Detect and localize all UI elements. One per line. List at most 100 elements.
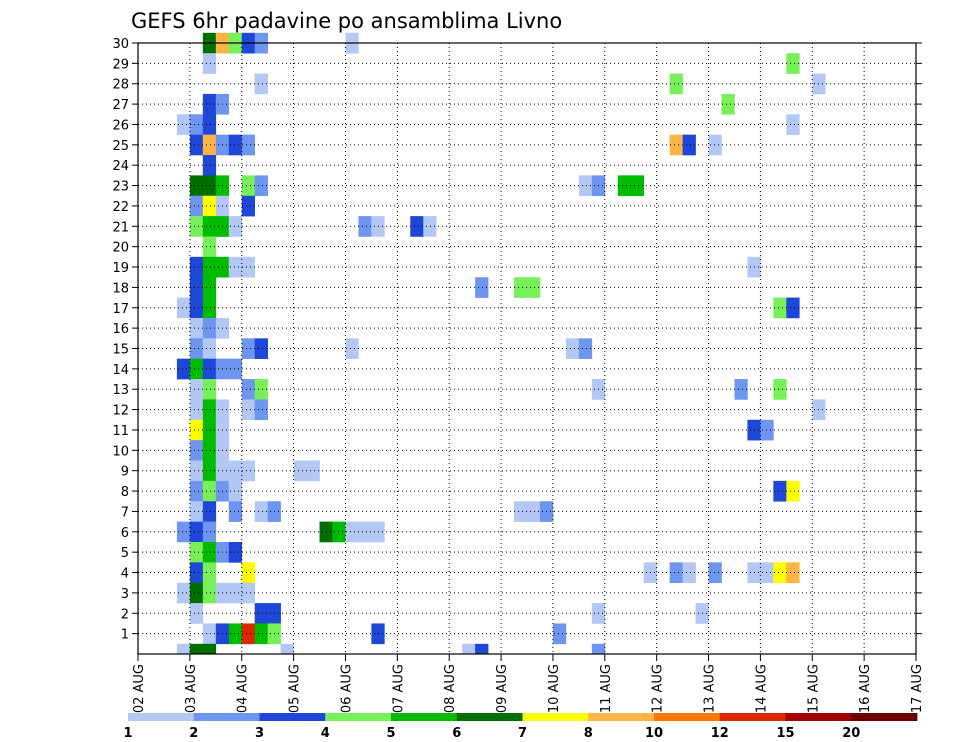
heatmap-cell (228, 134, 243, 156)
heatmap-cell (228, 501, 243, 522)
y-tick-label: 24 (112, 159, 129, 174)
colorbar-label: 1 (123, 726, 132, 741)
heatmap-cell (682, 562, 696, 584)
colorbar-swatch (719, 713, 786, 721)
heatmap-cell (202, 399, 217, 421)
heatmap-cell (202, 419, 217, 441)
y-tick-label: 12 (112, 404, 129, 419)
heatmap-cell (254, 623, 268, 645)
heatmap-cell (475, 277, 489, 298)
heatmap-cell (189, 134, 204, 156)
y-tick-label: 5 (121, 546, 129, 561)
heatmap-cell (176, 358, 191, 380)
heatmap-cell (254, 379, 268, 400)
heatmap-cell (202, 521, 217, 543)
heatmap-cell (189, 480, 204, 502)
heatmap-cell (189, 379, 204, 400)
heatmap-cell (241, 399, 255, 421)
heatmap-cell (786, 114, 800, 135)
heatmap-cell (345, 521, 359, 543)
heatmap-cell (630, 175, 644, 197)
grid-lines (138, 43, 916, 654)
heatmap-cell (202, 541, 217, 563)
heatmap-cell (773, 480, 787, 502)
colorbar-swatch (785, 713, 852, 721)
heatmap-cell (527, 277, 541, 298)
y-tick-label: 27 (112, 98, 129, 113)
heatmap-cell (202, 501, 217, 522)
heatmap-cell (786, 480, 800, 502)
heatmap-cell (306, 460, 320, 482)
heatmap-cell (189, 460, 204, 482)
y-tick-label: 25 (112, 139, 129, 154)
heatmap-cell (189, 582, 204, 604)
heatmap-cell (202, 460, 217, 482)
heatmap-cell (228, 623, 243, 645)
heatmap-cell (241, 338, 255, 359)
heatmap-cell (202, 256, 217, 278)
heatmap-cell (202, 155, 217, 176)
heatmap-cell (786, 562, 800, 584)
y-tick-label: 10 (112, 444, 129, 459)
heatmap-cell (617, 175, 632, 197)
heatmap-cell (358, 216, 372, 237)
heatmap-cell (176, 521, 191, 543)
heatmap-cell (565, 338, 580, 359)
colorbar-swatch (456, 713, 523, 721)
heatmap-cell (527, 501, 541, 522)
y-tick-label: 20 (112, 241, 129, 256)
heatmap-cell (591, 643, 606, 655)
heatmap-cell (552, 623, 567, 645)
heatmap-cell (189, 216, 204, 237)
heatmap-cell (189, 440, 204, 461)
heatmap-cell (241, 582, 255, 604)
heatmap-cell (202, 338, 217, 359)
y-tick-label: 18 (112, 281, 129, 296)
heatmap-cell (176, 643, 191, 655)
y-tick-label: 15 (112, 343, 129, 358)
heatmap-cell (721, 93, 735, 115)
heatmap-cell (462, 643, 476, 655)
y-tick-label: 2 (121, 607, 129, 622)
colorbar-label: 20 (842, 726, 860, 741)
axes: 1234567891011121314151617181920212223242… (112, 37, 925, 713)
heatmap-cell (189, 195, 204, 217)
heatmap-cell (202, 216, 217, 237)
heatmap-cell (345, 338, 359, 359)
y-tick-label: 29 (112, 57, 129, 72)
x-tick-label: 06 AUG (339, 664, 354, 713)
x-tick-label: 09 AUG (495, 664, 510, 713)
colorbar-swatch (654, 713, 721, 721)
heatmap-cell (202, 582, 217, 604)
heatmap-cell (202, 277, 217, 298)
heatmap-cell (228, 541, 243, 563)
y-tick-label: 6 (121, 526, 129, 541)
y-tick-label: 26 (112, 118, 129, 133)
heatmap-cell (189, 358, 204, 380)
y-tick-label: 9 (121, 465, 129, 480)
colorbar-label: 2 (189, 726, 198, 741)
heatmap-cell (669, 134, 683, 156)
heatmap-cell (254, 338, 268, 359)
heatmap-cell (228, 480, 243, 502)
colorbar-label: 10 (645, 726, 663, 741)
x-tick-label: 04 AUG (236, 664, 251, 713)
heatmap-cell (202, 562, 217, 584)
heatmap-cell (475, 643, 489, 655)
heatmap-cell (176, 297, 191, 319)
x-tick-label: 14 AUG (754, 664, 769, 713)
colorbar-swatch (391, 713, 458, 721)
colorbar-swatch (259, 713, 326, 721)
y-tick-label: 28 (112, 78, 129, 93)
heatmap-cell (241, 623, 255, 645)
heatmap-cell (514, 277, 528, 298)
heatmap-cell (228, 216, 243, 237)
x-tick-label: 03 AUG (184, 664, 199, 713)
heatmap-cell (708, 562, 722, 584)
heatmap-cell (202, 297, 217, 319)
y-tick-label: 19 (112, 261, 129, 276)
heatmap-cell (280, 643, 294, 655)
heatmap-cell (189, 521, 204, 543)
heatmap-cell (669, 73, 683, 95)
